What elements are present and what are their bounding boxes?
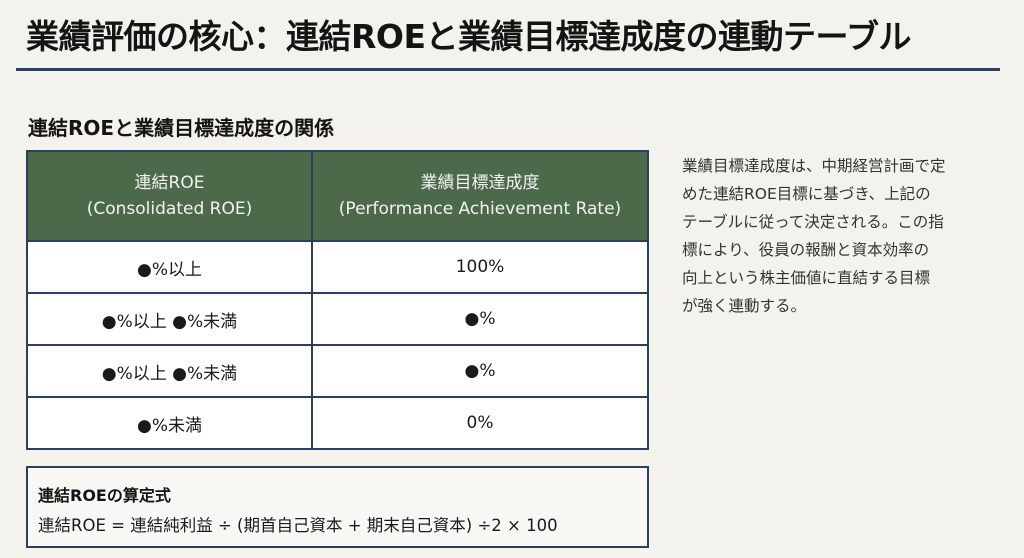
roe-cell: ●%以上 <box>28 242 313 292</box>
header-roe-label: 連結ROE <box>134 173 205 193</box>
table-row: ●%未満 0% <box>28 396 647 448</box>
formula-expression: 連結ROE = 連結純利益 ÷ (期首自己資本 + 期末自己資本) ÷2 × 1… <box>38 516 558 535</box>
side-note-line: めた連結ROE目標に基づき、上記の <box>682 185 931 203</box>
side-note-line: 業績目標達成度は、中期経営計画で定 <box>682 157 946 175</box>
side-note-line: 向上という株主価値に直結する目標 <box>682 269 931 287</box>
page-title: 業績評価の核心：連結ROEと業績目標達成度の連動テーブル <box>26 17 912 56</box>
header-cell-roe: 連結ROE (Consolidated ROE) <box>28 152 313 240</box>
roe-cell: ●%未満 <box>28 398 313 448</box>
header-rate-label: 業績目標達成度 <box>420 173 540 193</box>
header-cell-rate: 業績目標達成度 (Performance Achievement Rate) <box>313 152 647 240</box>
rate-cell: ●% <box>464 361 496 381</box>
roe-achievement-table: 連結ROE (Consolidated ROE) 業績目標達成度 (Perfor… <box>26 150 649 450</box>
rate-cell: 0% <box>466 413 494 433</box>
title-divider <box>16 68 1000 71</box>
side-note-line: テーブルに従って決定される。この指 <box>682 213 944 231</box>
section-heading: 連結ROEと業績目標達成度の関係 <box>28 116 335 140</box>
table-header-row: 連結ROE (Consolidated ROE) 業績目標達成度 (Perfor… <box>28 152 647 240</box>
rate-cell: ●% <box>464 309 496 329</box>
table-row: ●%以上 ●%未満 ●% <box>28 292 647 344</box>
roe-cell: ●%以上 ●%未満 <box>28 346 313 396</box>
side-note-line: 標により、役員の報酬と資本効率の <box>682 241 930 259</box>
side-note-line: が強く連動する。 <box>682 297 807 315</box>
header-rate-sublabel: (Performance Achievement Rate) <box>338 199 622 219</box>
rate-cell: 100% <box>455 257 505 277</box>
header-roe-sublabel: (Consolidated ROE) <box>86 199 253 219</box>
table-row: ●%以上 ●%未満 ●% <box>28 344 647 396</box>
side-note: 業績目標達成度は、中期経営計画で定 めた連結ROE目標に基づき、上記の テーブル… <box>682 152 994 320</box>
formula-title: 連結ROEの算定式 <box>38 486 171 505</box>
roe-cell: ●%以上 ●%未満 <box>28 294 313 344</box>
table-row: ●%以上 100% <box>28 240 647 292</box>
formula-box: 連結ROEの算定式 連結ROE = 連結純利益 ÷ (期首自己資本 + 期末自己… <box>26 466 649 548</box>
